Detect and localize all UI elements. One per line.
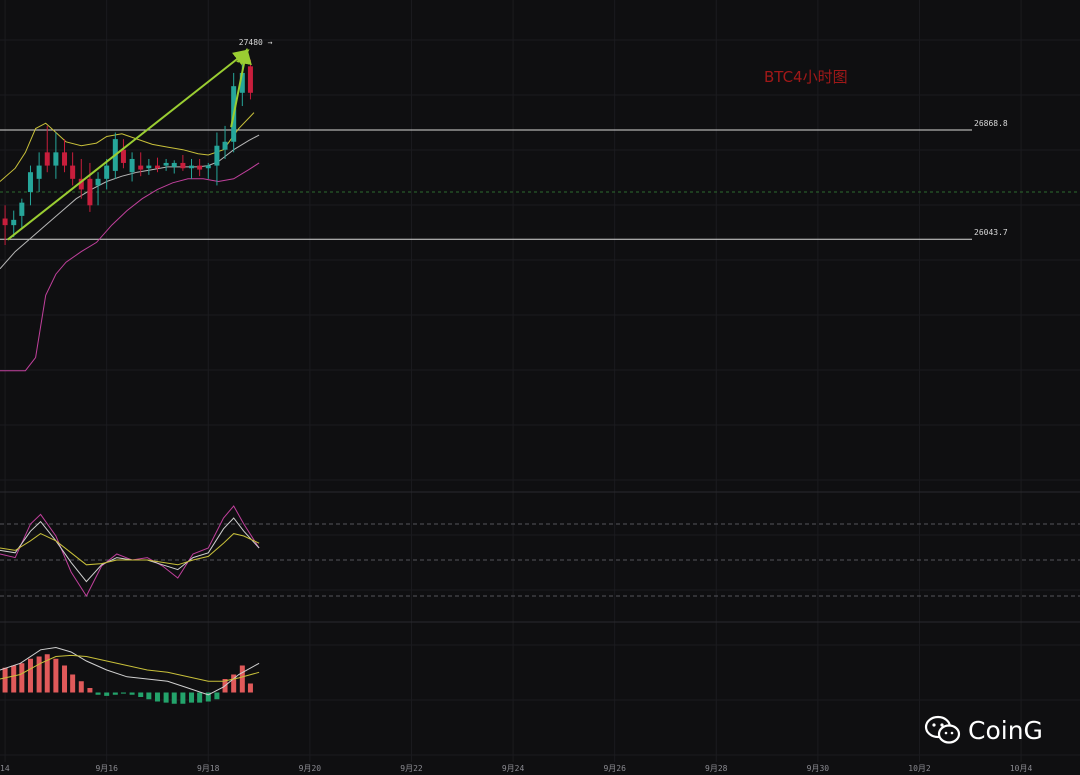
macd-histogram-bar [36,656,42,693]
macd-histogram-bar [171,692,177,704]
candle-body [214,145,220,166]
macd-histogram-bar [129,692,135,695]
x-tick-label: 9月24 [502,764,525,773]
macd-histogram-bar [27,658,33,693]
macd-histogram-bar [11,665,17,693]
x-tick-label: 9月16 [95,764,118,773]
x-tick-label: 9月18 [197,764,220,773]
candle-body [205,165,211,169]
candle-body [87,178,93,206]
candle-body [44,152,50,166]
candle-body [53,152,59,166]
candle-body [222,141,228,150]
candle-body [36,165,42,179]
oscillator-series-line [0,533,260,566]
macd-histogram-bar [120,692,126,694]
x-tick-label: 9月20 [299,764,322,773]
level-label: 26043.7 [974,228,1008,237]
watermark-text: CoinG [968,715,1043,745]
macd-histogram-bar [197,692,203,703]
macd-histogram-bar [154,692,160,702]
macd-histogram-bar [112,692,118,695]
x-tick-label: 10月2 [908,764,931,773]
macd-histogram-bar [44,654,50,693]
candle-body [197,165,203,170]
lower-band-line [0,162,260,372]
macd-histogram-bar [104,692,110,696]
x-tick-label: 9月30 [807,764,830,773]
candle-body [62,152,68,166]
macd-histogram-bar [78,681,84,693]
macd-histogram-bar [205,692,211,702]
candle-body [120,149,126,163]
candle-body [247,66,253,93]
candle-body [138,165,144,170]
x-tick-label: 9月22 [400,764,423,773]
price-panel: 26868.8 26043.7 27480 → [0,38,1080,372]
macd-series-line [0,646,260,696]
macd-histogram-bar [231,674,237,693]
candle-body [104,165,110,179]
macd-histogram-bar [163,692,169,703]
trend-arrow [230,47,252,128]
macd-histogram-bar [180,692,186,704]
watermark: CoinG [924,710,1043,750]
candle-body [27,172,33,193]
macd-histogram-bar [2,667,8,693]
x-tick-label: 9月26 [603,764,626,773]
upper-band-line [0,112,255,182]
macd-histogram-bar [95,692,101,695]
candle-body [70,165,76,179]
x-axis: 14 9月16 9月18 9月20 9月22 9月24 9月26 9月28 9月30 10月2 10… [0,764,1032,773]
macd-histogram-bar [87,688,93,693]
macd-histogram-bar [70,674,76,693]
macd-histogram-bar [214,692,220,700]
candle-body [19,202,25,216]
candle-body [78,178,84,190]
candle-body [163,162,169,166]
candle-body [95,178,101,186]
oscillator-series-line [0,517,260,583]
macd-histogram-bar [239,665,245,693]
level-label: 26868.8 [974,119,1008,128]
peak-label: 27480 → [239,38,273,47]
macd-histogram-bar [146,692,152,700]
oscillator-series-line [0,505,260,598]
candle-body [239,72,245,93]
candle-body [180,162,186,169]
chart-title: BTC4小时图 [764,68,848,86]
candle-body [189,165,195,169]
candle-body [11,219,17,226]
macd-panel [0,646,260,704]
candle-body [2,218,8,226]
candle-body [146,165,152,169]
macd-histogram-bar [62,665,68,693]
candle-body [154,165,160,169]
x-tick-label: 9月28 [705,764,728,773]
macd-histogram-bar [189,692,195,703]
macd-histogram-bar [247,683,253,693]
macd-series-line [0,654,260,682]
candle-body [171,162,177,167]
candle-body [129,158,135,173]
macd-histogram-bar [19,663,25,693]
oscillator-panel [0,505,1080,598]
x-tick-label: 14 [0,764,10,773]
macd-histogram-bar [53,658,59,693]
macd-histogram-bar [138,692,144,697]
wechat-icon [924,715,961,744]
x-tick-label: 10月4 [1010,764,1033,773]
trend-arrow [7,49,250,241]
